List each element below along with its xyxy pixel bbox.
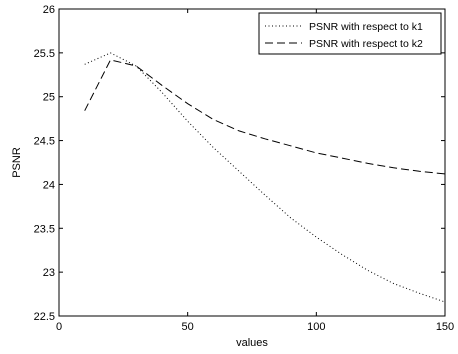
y-axis-label: PSNR <box>11 147 23 178</box>
legend-box <box>258 12 442 55</box>
y-tick-label: 25 <box>43 92 55 104</box>
y-tick-label: 26 <box>43 4 55 16</box>
y-tick-label: 23.5 <box>34 223 55 235</box>
x-tick-label: 150 <box>436 321 454 333</box>
legend: PSNR with respect to k1 PSNR with respect… <box>258 12 442 55</box>
y-tick-label: 24 <box>43 179 55 191</box>
y-tick-label: 23 <box>43 267 55 279</box>
legend-label-1: PSNR with respect to k1 <box>309 21 423 33</box>
y-tick-label: 25.5 <box>34 48 55 60</box>
x-tick-label: 0 <box>56 321 62 333</box>
x-axis-label: values <box>236 337 268 349</box>
legend-label-2: PSNR with respect to k2 <box>309 38 423 50</box>
x-tick-label: 50 <box>182 321 194 333</box>
axis-ticks: 0 50 100 150 22.5 23 23.5 24 24.5 25 25.5 26 <box>34 4 455 333</box>
plot-area-frame <box>58 8 446 317</box>
series-line-2 <box>84 59 446 175</box>
series-layer <box>84 52 446 303</box>
x-tick-label: 100 <box>307 321 325 333</box>
y-tick-label: 22.5 <box>34 311 55 323</box>
y-tick-label: 24.5 <box>34 136 55 148</box>
